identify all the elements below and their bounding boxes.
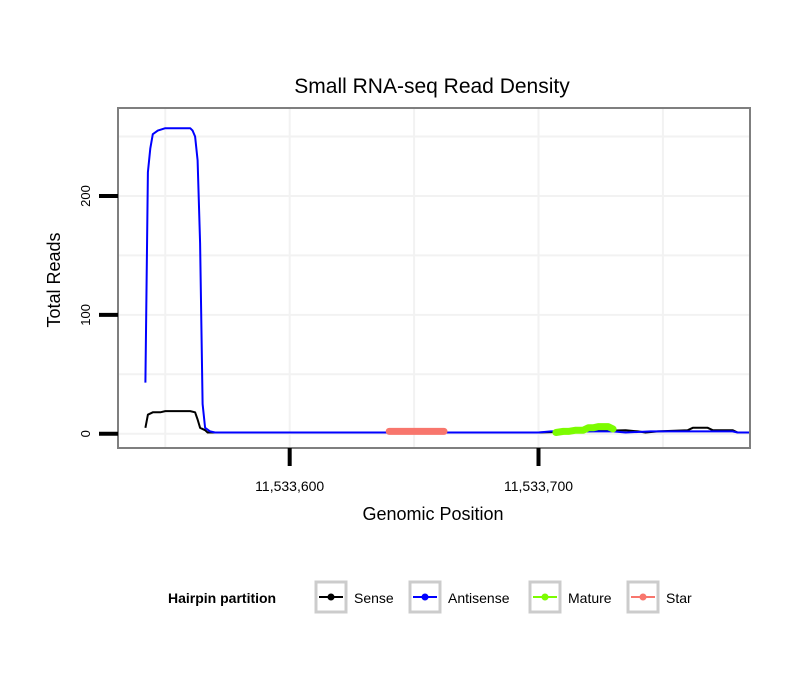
legend-label: Star [666,590,692,606]
y-tick-label: 0 [78,430,93,437]
grid [118,108,750,448]
legend-key-point [327,593,335,601]
series-line-antisense [144,127,750,434]
y-axis: 0 100 200 [78,185,118,437]
x-axis-label: Genomic Position [362,504,503,524]
x-axis: 11,533,600 11,533,700 [255,448,573,494]
x-tick-label: 11,533,600 [255,478,324,494]
legend-item-sense: Sense [314,580,394,614]
legend-label: Sense [354,590,394,606]
y-tick-label: 200 [78,185,93,207]
y-tick-label: 100 [78,304,93,326]
legend: Hairpin partition Sense Antisense Mature St… [168,580,692,614]
legend-key-point [421,593,429,601]
series-layer [144,127,750,436]
legend-item-star: Star [626,580,692,614]
legend-item-mature: Mature [528,580,612,614]
y-axis-label: Total Reads [44,232,64,327]
legend-label: Mature [568,590,612,606]
x-tick-label: 11,533,700 [504,478,573,494]
series-line-mature [552,423,617,436]
legend-title: Hairpin partition [168,590,276,606]
legend-item-antisense: Antisense [408,580,510,614]
legend-key-point [541,593,549,601]
chart-title: Small RNA-seq Read Density [294,75,570,98]
plot-border [117,107,751,449]
plot-panel [118,108,750,448]
legend-label: Antisense [448,590,510,606]
legend-key-point [639,593,647,601]
